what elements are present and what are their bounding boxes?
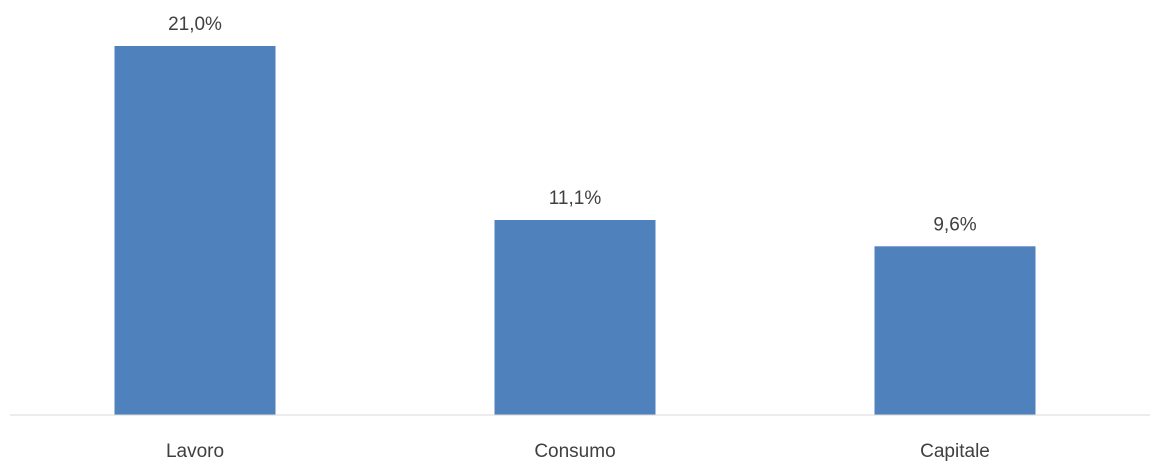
category-label-capitale: Capitale <box>920 441 990 462</box>
labels-group: 21,0% Lavoro 11,1% Consumo 9,6% Capitale <box>166 14 990 462</box>
data-label-lavoro: 21,0% <box>168 14 222 35</box>
data-label-consumo: 11,1% <box>549 188 602 209</box>
bars-group <box>114 46 1036 415</box>
category-label-consumo: Consumo <box>534 441 615 462</box>
data-label-capitale: 9,6% <box>933 214 976 235</box>
bar-capitale <box>874 246 1036 415</box>
bar-lavoro <box>114 46 276 415</box>
bar-consumo <box>494 220 656 415</box>
category-label-lavoro: Lavoro <box>166 441 224 462</box>
